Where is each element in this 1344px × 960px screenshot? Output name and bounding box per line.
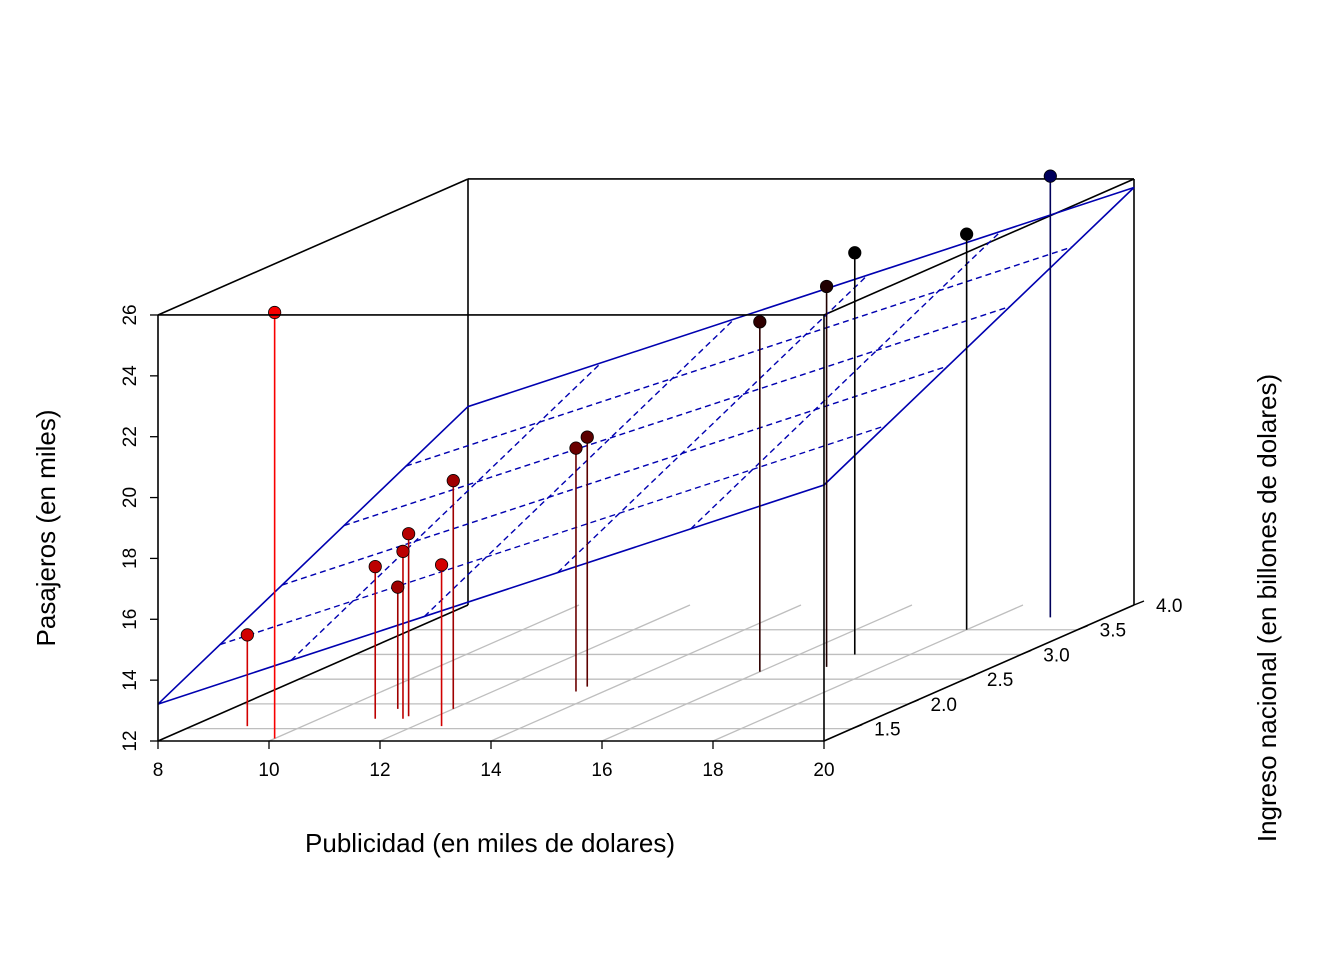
y-tick-label: 2.0 <box>931 695 957 716</box>
x-tick-label: 10 <box>258 760 279 781</box>
x-tick-label: 8 <box>153 760 164 781</box>
data-point <box>848 246 862 260</box>
x-tick-label: 14 <box>480 760 502 781</box>
box-edge <box>157 178 469 316</box>
z-tick-label: 14 <box>120 669 141 691</box>
data-point <box>434 558 449 572</box>
regression-plane-outline <box>157 186 1135 705</box>
data-point <box>819 279 834 294</box>
z-tick-label: 26 <box>120 304 141 325</box>
grid-line-x <box>379 604 691 742</box>
plane-grid-line <box>405 246 1073 467</box>
y-tick <box>1077 625 1088 631</box>
y-tick <box>964 674 976 680</box>
z-tick-label: 16 <box>120 609 141 630</box>
data-point <box>396 544 410 558</box>
data-point <box>402 527 416 541</box>
plane-grid-line <box>423 318 735 617</box>
x-tick-label: 16 <box>591 760 612 781</box>
grid-line-x <box>601 604 913 742</box>
data-point <box>268 305 282 320</box>
y-tick <box>851 724 863 730</box>
data-point <box>960 227 974 241</box>
data-point <box>1043 169 1057 183</box>
data-point <box>580 430 594 444</box>
regression-plane <box>157 186 1135 705</box>
y-tick-label: 3.0 <box>1043 645 1069 666</box>
data-point <box>391 580 405 594</box>
z-axis-title: Pasajeros (en miles) <box>31 410 61 647</box>
x-axis-title: Publicidad (en miles de dolares) <box>305 828 675 858</box>
data-point <box>753 315 767 329</box>
box-edge <box>157 604 469 742</box>
plane-grid-line <box>557 274 869 574</box>
box-edge <box>823 178 1135 316</box>
x-tick-label: 20 <box>813 760 834 781</box>
z-tick-label: 18 <box>120 548 141 569</box>
plane-grid-line <box>219 424 887 646</box>
z-tick-label: 22 <box>120 426 141 447</box>
y-tick-label: 2.5 <box>987 670 1013 691</box>
data-point <box>368 559 382 574</box>
z-tick-label: 20 <box>120 487 141 508</box>
box-back-edges <box>157 178 1135 742</box>
grid-line-x <box>712 604 1024 742</box>
data-point <box>240 628 254 642</box>
x-tick-label: 12 <box>369 760 390 781</box>
data-point <box>446 474 460 488</box>
z-tick-label: 24 <box>120 365 141 387</box>
data-point <box>569 441 583 455</box>
plane-grid-line <box>281 365 949 586</box>
y-axis-title: Ingreso nacional (en billones de dolares… <box>1252 374 1282 842</box>
plane-grid-line <box>290 362 602 661</box>
data-points <box>240 169 1057 642</box>
plane-grid-line <box>690 230 1002 530</box>
floor-grid <box>186 604 1078 742</box>
y-tick <box>908 699 919 705</box>
grid-line-x <box>490 604 802 742</box>
y-tick-label: 1.5 <box>874 720 900 741</box>
plane-grid-line <box>343 305 1011 527</box>
y-tick-label: 3.5 <box>1100 621 1126 642</box>
y-tick <box>1021 649 1032 656</box>
axis-ticks: 8 10 12 14 16 18 20 12 14 16 18 20 22 24 26 1.5 2.0 2.5 3.… <box>120 304 1182 781</box>
point-stems <box>246 176 1052 739</box>
y-tick-label: 4.0 <box>1156 596 1182 617</box>
y-tick <box>1133 600 1145 606</box>
x-tick-label: 18 <box>702 760 723 781</box>
z-tick-label: 12 <box>120 730 141 751</box>
grid-line-x <box>268 604 580 742</box>
